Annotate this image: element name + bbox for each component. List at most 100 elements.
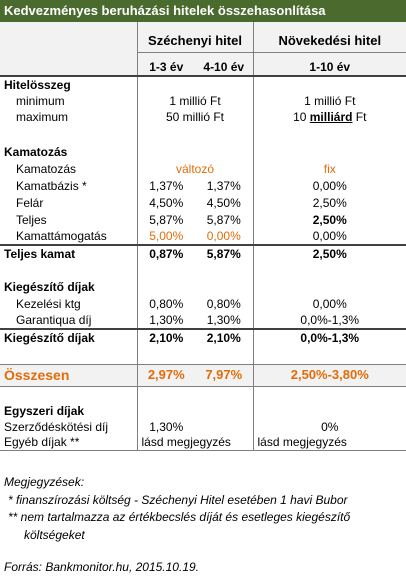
spacer xyxy=(0,125,406,143)
cell: Összesen xyxy=(0,363,137,387)
empty-cell xyxy=(136,262,253,278)
cell: 0% xyxy=(252,419,406,434)
cell: 1 millió Ft xyxy=(252,93,406,109)
table-row: Szerződéskötési díj 1,30% 0% xyxy=(0,419,406,434)
cell: 50 millió Ft xyxy=(136,109,253,125)
cell: 1,30% xyxy=(136,419,195,434)
table-row: Kamatozás xyxy=(0,143,406,161)
note: költségeket xyxy=(24,527,85,542)
cell: 0,87% xyxy=(136,244,195,262)
spacer xyxy=(0,22,406,30)
cell: Hitelösszeg xyxy=(4,78,71,92)
cell-part: Ft xyxy=(352,110,367,124)
table-body: Kedvezményes beruházási hitelek összehas… xyxy=(0,0,406,451)
empty-cell xyxy=(136,143,253,161)
empty-cell xyxy=(136,278,253,295)
cell-part: milliárd xyxy=(309,110,353,124)
cell: minimum xyxy=(16,94,65,108)
cell: Kamatbázis * xyxy=(16,178,87,193)
empty-cell xyxy=(136,346,253,364)
empty-cell xyxy=(252,278,406,295)
period-header: 1-10 év xyxy=(252,58,406,77)
group-header: Növekedési hitel xyxy=(252,30,406,53)
cell: 0,00% xyxy=(252,295,406,312)
cell: 5,87% xyxy=(195,244,253,262)
table-row: Kamatbázis * 1,37% 1,37% 0,00% xyxy=(0,177,406,194)
cell: lásd megjegyzés xyxy=(136,434,253,451)
table-row: Garantiqua díj 1,30% 1,30% 0,0%-1,3% xyxy=(0,312,406,329)
cell: 0,00% xyxy=(252,177,406,194)
empty-cell xyxy=(0,125,137,143)
table-row: Kamatozás változó fix xyxy=(0,161,406,177)
table-row: maximum 50 millió Ft 10 milliárd Ft xyxy=(0,109,406,125)
cell: 2,10% xyxy=(136,328,195,346)
source: Forrás: Bankmonitor.hu, 2015.10.19. xyxy=(4,560,199,574)
cell: 5,87% xyxy=(206,212,241,227)
comparison-table: Kedvezményes beruházási hitelek összehas… xyxy=(0,0,406,451)
period-header: 1-3 év xyxy=(136,58,195,77)
empty-cell xyxy=(252,346,406,364)
cell: 1,37% xyxy=(206,178,241,193)
empty-cell xyxy=(252,386,406,402)
cell: 5,00% xyxy=(136,228,195,245)
cell: Kamatozás xyxy=(16,162,77,176)
title-row: Kedvezményes beruházási hitelek összehas… xyxy=(0,0,406,22)
cell: Felár xyxy=(16,195,44,210)
empty-cell xyxy=(0,386,137,402)
empty-cell xyxy=(252,262,406,278)
cell: Teljes xyxy=(16,212,47,227)
table-row: Egyéb díjak ** lásd megjegyzés lásd megjeg… xyxy=(0,434,406,451)
notes-label: Megjegyzések: xyxy=(4,475,85,489)
period-header: 4-10 év xyxy=(195,58,253,77)
cell: 0,80% xyxy=(206,296,241,311)
empty-cell xyxy=(136,125,253,143)
table-title: Kedvezményes beruházási hitelek összehas… xyxy=(0,0,406,22)
spacer xyxy=(0,346,406,364)
cell: 1 millió Ft xyxy=(136,93,253,109)
cell: Kiegészítő díjak xyxy=(0,328,137,346)
period-row: 1-3 év 4-10 év 1-10 év xyxy=(0,58,406,77)
empty-cell xyxy=(0,346,137,364)
table-row: Egyszeri díjak xyxy=(0,402,406,419)
cell: 2,50% xyxy=(252,211,406,228)
cell: 2,97% xyxy=(136,363,195,387)
table-row: Teljes kamat 0,87% 5,87% 2,50% xyxy=(0,244,406,262)
empty-cell xyxy=(0,262,137,278)
cell: 4,50% xyxy=(136,194,195,211)
note: ** nem tartalmazza az értékbecslés díját… xyxy=(8,510,351,524)
empty-cell xyxy=(252,76,406,93)
cell: 0,00% xyxy=(252,228,406,245)
note: * finanszírozási költség - Széchenyi Hit… xyxy=(8,492,348,507)
cell: Kamattámogatás xyxy=(16,229,107,243)
table-row: Hitelösszeg xyxy=(0,76,406,93)
cell: Garantiqua díj xyxy=(16,313,92,327)
cell: 1,37% xyxy=(136,177,195,194)
table-row: Összesen 2,97% 7,97% 2,50%-3,80% xyxy=(0,363,406,387)
table-row: Kiegészítő díjak xyxy=(0,278,406,295)
cell: Szerződéskötési díj xyxy=(4,419,109,434)
cell: Kamatozás xyxy=(4,145,68,159)
empty-cell xyxy=(195,419,253,434)
cell: 0,80% xyxy=(136,295,195,312)
cell-part: 10 xyxy=(293,110,310,124)
cell: 2,50%-3,80% xyxy=(252,363,406,387)
cell: 2,50% xyxy=(252,244,406,262)
spacer xyxy=(0,52,406,58)
empty-cell xyxy=(136,402,253,419)
cell: 0,0%-1,3% xyxy=(252,312,406,329)
empty-cell xyxy=(136,386,253,402)
cell: 1,30% xyxy=(136,312,195,329)
cell: Kiegészítő díjak xyxy=(4,279,95,294)
cell: Egyszeri díjak xyxy=(4,403,85,418)
table-row: Felár 4,50% 4,50% 2,50% xyxy=(0,194,406,211)
table-row: Kezelési ktg 0,80% 0,80% 0,00% xyxy=(0,295,406,312)
group-header: Széchenyi hitel xyxy=(136,30,253,53)
notes: Megjegyzések: * finanszírozási költség -… xyxy=(4,474,404,577)
cell: Teljes kamat xyxy=(0,244,137,262)
cell: fix xyxy=(252,161,406,177)
cell: maximum xyxy=(16,110,69,124)
empty-cell xyxy=(252,125,406,143)
table-row: Kiegészítő díjak 2,10% 2,10% 0,0%-1,3% xyxy=(0,328,406,346)
